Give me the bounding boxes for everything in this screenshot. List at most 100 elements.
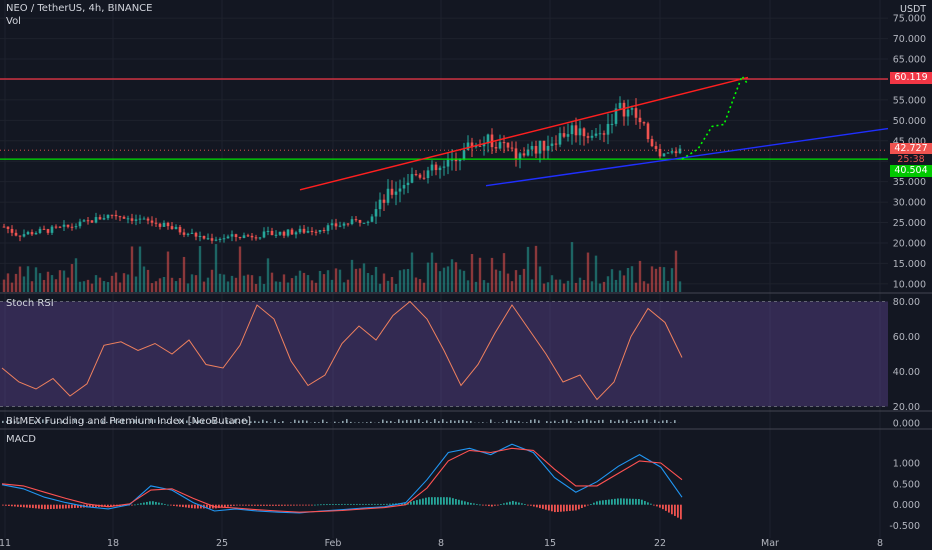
funding-bar [258,421,260,423]
volume-bar [638,260,642,292]
macd-histogram-bar [77,504,79,508]
candle-body [274,234,278,236]
macd-histogram-bar [209,504,211,509]
funding-bar [314,421,316,423]
candle-body [146,218,150,221]
funding-bar [622,420,624,423]
volume-bar [514,270,518,292]
candle-body [98,217,102,220]
volume-bar [258,276,262,292]
funding-title[interactable]: BitMEX Funding and Premium Index [NeoBut… [6,416,252,427]
lower-trendline [485,127,889,187]
candle-body [454,159,458,162]
macd-histogram-bar [578,504,580,510]
volume-bar [186,283,190,292]
funding-bar [510,420,512,423]
volume-bar [538,266,542,292]
volume-bar [326,270,330,292]
volume-bar [498,270,502,292]
volume-bar [462,270,466,292]
price-tick-label: 45.000 [893,136,926,147]
funding-bar [186,420,188,423]
volume-legend[interactable]: Vol [6,16,21,27]
macd-histogram-bar [197,504,199,509]
candle-body [550,143,554,146]
volume-bar [562,283,566,292]
candle-body [410,174,414,183]
macd-histogram-bar [587,504,589,506]
funding-bar [62,420,64,423]
stoch-tick-label: 60.00 [893,332,920,343]
macd-histogram-bar [494,504,496,506]
macd-histogram-bar [518,502,520,505]
volume-bar [558,279,562,292]
volume-bar [482,280,486,292]
currency-label[interactable]: USDT [900,4,927,15]
candle-body [6,226,10,229]
funding-bar [666,420,668,423]
macd-histogram-bar [458,499,460,505]
macd-histogram-bar [590,504,592,505]
volume-bar [478,257,482,292]
macd-histogram-bar [662,504,664,510]
volume-bar [250,275,254,292]
macd-histogram-bar [104,504,106,507]
volume-bars [2,242,682,292]
macd-histogram-bar [323,504,325,506]
candle-body [442,166,446,168]
price-axes: 11 18 25 Feb 8 15 22 Mar 8 75.000 70.000 65.000 60.0… [0,14,926,549]
volume-bar [30,281,34,292]
funding-bar [394,422,396,423]
volume-bar [550,275,554,292]
candle-body [378,199,382,210]
volume-bar [14,273,18,292]
volume-bar [82,281,86,292]
symbol-legend[interactable]: NEO / TetherUS, 4h, BINANCE [6,3,153,14]
funding-bar [430,422,432,423]
candle-body [474,145,478,148]
macd-title[interactable]: MACD [6,434,36,445]
macd-histogram-bar [86,504,88,508]
candle-body [510,147,514,149]
candle-body [122,216,126,219]
candle-body [642,122,646,124]
volume-bar [414,277,418,292]
projection-path [681,74,749,160]
axis-strip [888,0,932,550]
funding-bar [522,422,524,423]
candle-body [306,230,310,233]
volume-bar [374,266,378,292]
funding-bar [166,422,168,423]
volume-bar [654,268,658,292]
macd-histogram-bar [179,504,181,507]
volume-bar [222,274,226,292]
candle-body [102,218,106,220]
candle-body [562,133,566,137]
price-tick-label: 25.000 [893,218,926,229]
candle-body [494,147,498,149]
x-tick-label: 11 [0,538,11,549]
funding-bar [534,419,536,423]
macd-histogram-bar [176,504,178,507]
macd-histogram-bar [329,504,331,505]
macd-histogram-bar [554,504,556,513]
macd-tick-label: 1.000 [893,458,920,469]
candle-body [606,123,610,135]
macd-histogram-bar [317,504,319,506]
funding-bar [238,422,240,423]
candle-body [182,232,186,235]
stoch-rsi-title[interactable]: Stoch RSI [6,298,54,309]
macd-histogram-bar [32,504,34,509]
volume-bar [670,268,674,292]
drawing-overlays[interactable] [0,74,889,191]
volume-bar [454,262,458,292]
macd-histogram-bar [443,497,445,505]
macd-histogram-bar [548,504,550,511]
candle-body [246,235,250,237]
macd-histogram-bar [251,504,253,506]
funding-bar [410,420,412,423]
volume-bar [322,274,326,292]
candle-body [594,133,598,136]
macd-histogram-bar [653,504,655,506]
